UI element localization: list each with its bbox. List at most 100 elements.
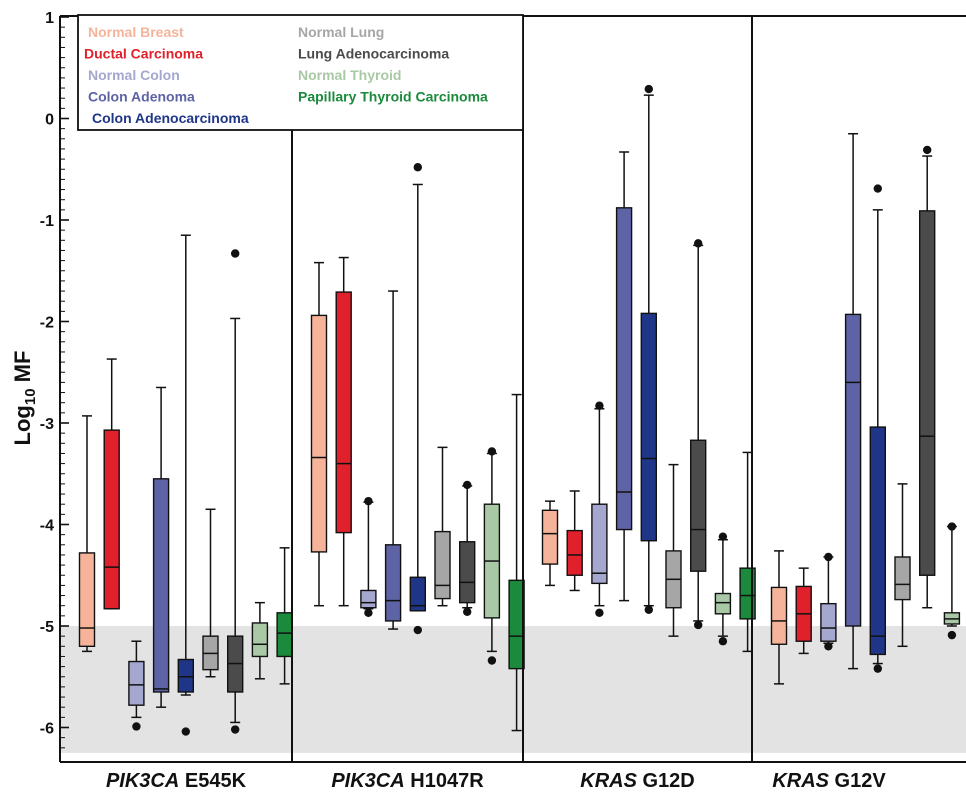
box-body [844, 313, 862, 627]
outlier-point [947, 630, 957, 640]
box-3-3 [591, 401, 608, 618]
box-3-5 [640, 84, 657, 614]
y-tick-label: -2 [40, 315, 54, 332]
legend-box [77, 14, 524, 131]
box-body [152, 478, 170, 693]
outlier-point [595, 401, 604, 410]
group-label-1: PIK3CA E545K [106, 770, 247, 792]
legend-entry-4: Colon Adenoma [88, 89, 195, 105]
outlier-point [694, 239, 703, 248]
outlier-point [487, 447, 497, 456]
y-tick-label: 0 [45, 112, 54, 129]
box-body [770, 586, 788, 645]
box-body [434, 530, 451, 600]
group-label-4: KRAS G12V [772, 770, 886, 792]
box-body [103, 429, 120, 610]
box-body [335, 291, 352, 534]
box-1-5 [177, 234, 195, 736]
box-2-4 [384, 290, 402, 630]
y-tick-label: -5 [40, 619, 54, 636]
box-plot-marks [78, 84, 961, 736]
box-body [310, 314, 328, 553]
box-4-4 [844, 132, 862, 670]
outlier-point [694, 620, 703, 630]
legend-entry-2: Ductal Carcinoma [84, 46, 203, 62]
box-1-2 [103, 358, 120, 610]
outlier-point [231, 725, 240, 734]
box-body [566, 529, 583, 576]
box-2-9 [508, 393, 525, 732]
box-4-1 [770, 550, 788, 685]
legend: Normal Breast Ductal Carcinoma Normal Colo… [77, 14, 524, 131]
group-label-2: PIK3CA H1047R [331, 770, 484, 792]
box-body [615, 207, 633, 531]
outlier-point [718, 637, 728, 646]
box-body [409, 576, 426, 612]
box-body [276, 612, 293, 658]
box-2-5 [409, 163, 426, 635]
box-3-2 [566, 490, 583, 592]
box-2-1 [310, 261, 328, 607]
outlier-point [364, 608, 373, 618]
outlier-point [595, 608, 604, 618]
box-group-3 [541, 84, 756, 653]
box-4-2 [795, 567, 812, 655]
y-tick-label: 1 [45, 10, 54, 27]
outlier-point [824, 642, 833, 651]
box-body [78, 552, 96, 647]
outlier-point [644, 84, 653, 94]
box-body [128, 660, 145, 706]
box-3-8 [714, 532, 732, 646]
box-body [869, 426, 886, 656]
box-body [894, 556, 911, 601]
outlier-point [873, 184, 882, 193]
box-2-3 [360, 496, 377, 618]
x-group-labels: PIK3CA E545K PIK3CA H1047R KRAS G12D KRAS G… [106, 770, 886, 792]
legend-entry-3: Normal Colon [88, 67, 180, 83]
outlier-point [644, 605, 653, 614]
box-1-3 [128, 640, 145, 731]
box-4-6 [894, 483, 911, 648]
y-tick-label: -6 [40, 721, 54, 738]
box-2-7 [459, 480, 476, 616]
y-tick-label: -1 [40, 213, 54, 230]
outlier-point [413, 625, 422, 635]
box-group-4 [770, 132, 961, 685]
legend-entry-1: Normal Breast [88, 24, 184, 40]
outlier-point [873, 664, 882, 673]
box-body [820, 602, 837, 642]
box-3-6 [665, 463, 682, 637]
legend-entry-5: Colon Adenocarcinoma [92, 110, 249, 126]
outlier-point [463, 607, 472, 616]
box-2-2 [335, 256, 352, 607]
outlier-point [231, 249, 240, 258]
y-tick-label: -4 [40, 518, 54, 535]
outlier-point [718, 532, 728, 541]
legend-entry-7: Lung Adenocarcinoma [298, 46, 449, 62]
box-1-8 [251, 601, 269, 680]
y-tick-label: -3 [40, 416, 54, 433]
box-4-8 [943, 522, 961, 640]
group-label-3: KRAS G12D [580, 770, 694, 792]
box-1-7 [226, 249, 244, 734]
outlier-point [181, 727, 190, 736]
box-group-1 [78, 234, 293, 736]
box-body [360, 589, 377, 609]
outlier-point [364, 496, 373, 506]
box-3-7 [690, 239, 707, 630]
box-body [384, 544, 402, 622]
outlier-point [463, 480, 472, 490]
outlier-point [413, 163, 422, 172]
box-2-8 [483, 447, 501, 665]
box-body [591, 503, 608, 585]
box-1-4 [152, 386, 170, 708]
box-body [640, 312, 657, 542]
legend-entry-6: Normal Lung [298, 24, 384, 40]
outlier-point [132, 722, 141, 731]
box-body [177, 658, 195, 693]
box-body [690, 439, 707, 572]
box-2-6 [434, 446, 451, 607]
box-body [459, 541, 476, 604]
outlier-point [487, 656, 497, 665]
